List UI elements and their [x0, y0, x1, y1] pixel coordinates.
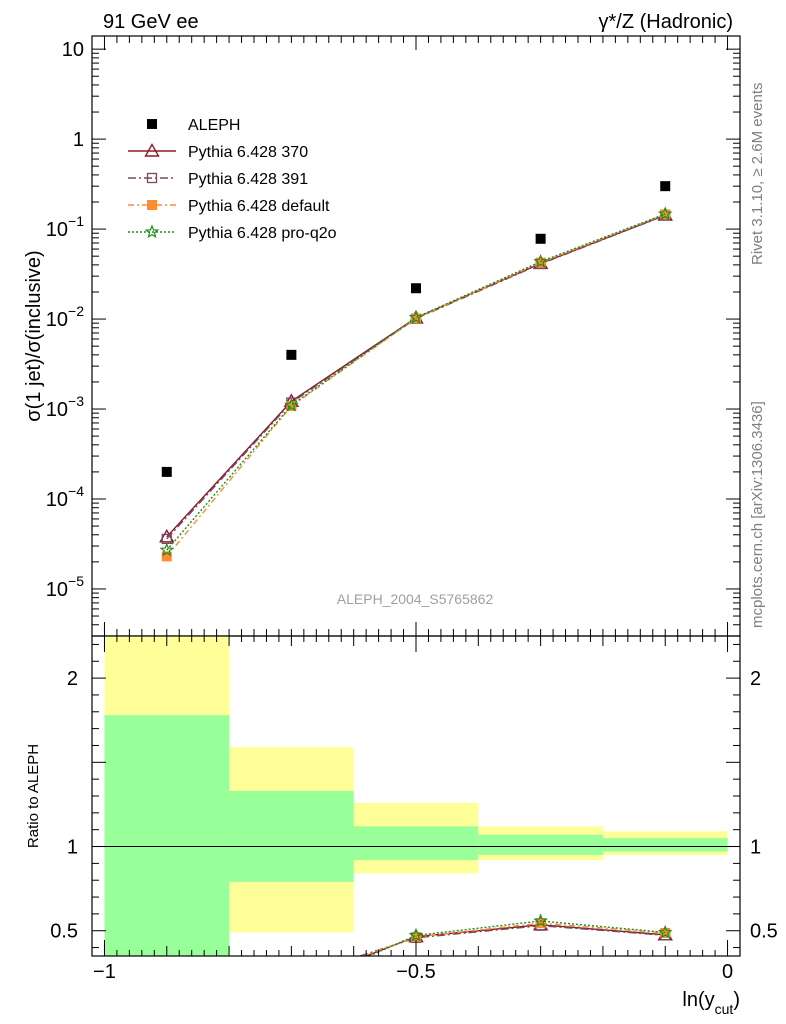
ratio-series-3 [368, 913, 673, 957]
main-y-tick-label: 10 [62, 39, 84, 61]
legend-label: Pythia 6.428 370 [188, 144, 308, 161]
main-y-tick-label: 10−3 [46, 393, 84, 421]
ratio-data-point [408, 927, 424, 942]
legend-label: Pythia 6.428 default [188, 198, 330, 215]
main-series-line [166, 213, 666, 557]
x-axis-label-end: ) [733, 989, 740, 1011]
main-data-point [660, 181, 671, 192]
main-series-1 [159, 207, 673, 543]
main-x-ticks [103, 36, 729, 636]
main-data-point [411, 313, 421, 324]
legend-marker [144, 224, 160, 239]
ratio-y-tick-label: 0.5 [50, 921, 78, 943]
main-series-line [166, 214, 666, 538]
x-tick-label: 0 [722, 961, 733, 983]
main-data-point [533, 253, 548, 268]
main-series-line [166, 214, 666, 540]
main-data-point [535, 257, 546, 268]
main-y-tick-label: 10−1 [46, 213, 84, 241]
ratio-y-tick-label-right: 1 [750, 837, 761, 859]
ratio-y-tick-label: 1 [67, 837, 78, 859]
side-text-top: Rivet 3.1.10, ≥ 2.6M events [749, 83, 766, 266]
legend-label: Pythia 6.428 pro-q2o [188, 225, 337, 242]
header-left: 91 GeV ee [103, 11, 199, 33]
legend-label: ALEPH [188, 117, 240, 134]
uncertainty-band-green [353, 826, 479, 860]
main-y-tick-label: 10−2 [46, 303, 84, 331]
main-series-2 [161, 210, 671, 545]
legend: ALEPH Pythia 6.428 370 Pythia 6.428 391 Pyt… [128, 117, 337, 242]
main-series [159, 181, 673, 562]
x-axis-label-main: ln(y [682, 989, 714, 1011]
main-y-label: σ(1 jet)/σ(inclusive) [23, 250, 45, 421]
main-data-point [161, 466, 172, 477]
main-data-point [657, 206, 673, 221]
watermark: ALEPH_2004_S5765862 [337, 591, 494, 607]
x-tick-label: −1 [93, 961, 116, 983]
x-axis-label: ln(ycut) [682, 989, 740, 1017]
legend-entry: Pythia 6.428 391 [128, 171, 308, 188]
ratio-series [359, 913, 673, 957]
legend-label: Pythia 6.428 391 [188, 171, 308, 188]
x-tick-label: −0.5 [396, 961, 435, 983]
ratio-data-point [657, 924, 673, 939]
x-axis-label-sub: cut [715, 1001, 734, 1017]
legend-entry: Pythia 6.428 370 [128, 143, 308, 161]
ratio-y-tick-label: 2 [67, 668, 78, 690]
main-panel: 10−5 10−4 10−3 10−2 10−1 1 10 ALEPH_2004_S5765… [23, 35, 741, 637]
ratio-y-label: Ratio to ALEPH [25, 744, 42, 848]
ratio-data-point [533, 913, 548, 928]
ratio-data-point [411, 931, 421, 942]
uncertainty-band-green [104, 715, 230, 956]
legend-marker [144, 143, 160, 157]
main-data-point [286, 401, 297, 412]
main-y-tick-label: 1 [73, 129, 84, 151]
main-data-point [535, 233, 546, 244]
uncertainty-band-green [478, 834, 603, 855]
main-series-3 [161, 209, 671, 562]
main-y-tick-label: 10−5 [46, 573, 84, 601]
main-y-ticks: 10−5 10−4 10−3 10−2 10−1 1 10 [46, 39, 740, 637]
ratio-x-ticks: −1 −0.5 0 [93, 636, 733, 983]
ratio-series-line [368, 920, 666, 957]
legend-entry: ALEPH [147, 117, 240, 134]
main-series-0 [161, 181, 671, 477]
ratio-bands [104, 636, 728, 956]
legend-entry: Pythia 6.428 default [128, 198, 330, 215]
uncertainty-band-green [229, 790, 354, 882]
ratio-panel: 0.5 0.5 1 1 2 2 −1 −0.5 0 Ratio to ALEPH ln(ycu… [25, 635, 778, 1017]
legend-marker [147, 119, 157, 129]
main-data-point [408, 309, 424, 324]
main-series-4 [159, 206, 673, 557]
uncertainty-band-green [602, 838, 728, 852]
main-data-point [159, 542, 175, 557]
main-series-line [166, 213, 666, 551]
legend-marker [146, 172, 158, 184]
main-data-point [284, 397, 299, 412]
header-right: γ*/Z (Hadronic) [599, 11, 733, 33]
ratio-series-line [359, 924, 666, 957]
ratio-y-tick-label-right: 0.5 [750, 921, 778, 943]
ratio-series-line [362, 922, 666, 957]
ratio-data-point [660, 927, 671, 938]
main-y-tick-label: 10−4 [46, 483, 84, 511]
main-data-point [411, 283, 421, 294]
ratio-y-tick-label-right: 2 [750, 668, 761, 690]
legend-marker [147, 200, 157, 210]
side-text-bottom: mcplots.cern.ch [arXiv:1306.3436] [749, 401, 766, 628]
main-data-point [286, 349, 297, 360]
ratio-y-ticks: 0.5 0.5 1 1 2 2 [50, 643, 778, 949]
main-data-point [161, 551, 172, 562]
legend-entry: Pythia 6.428 pro-q2o [128, 224, 337, 242]
